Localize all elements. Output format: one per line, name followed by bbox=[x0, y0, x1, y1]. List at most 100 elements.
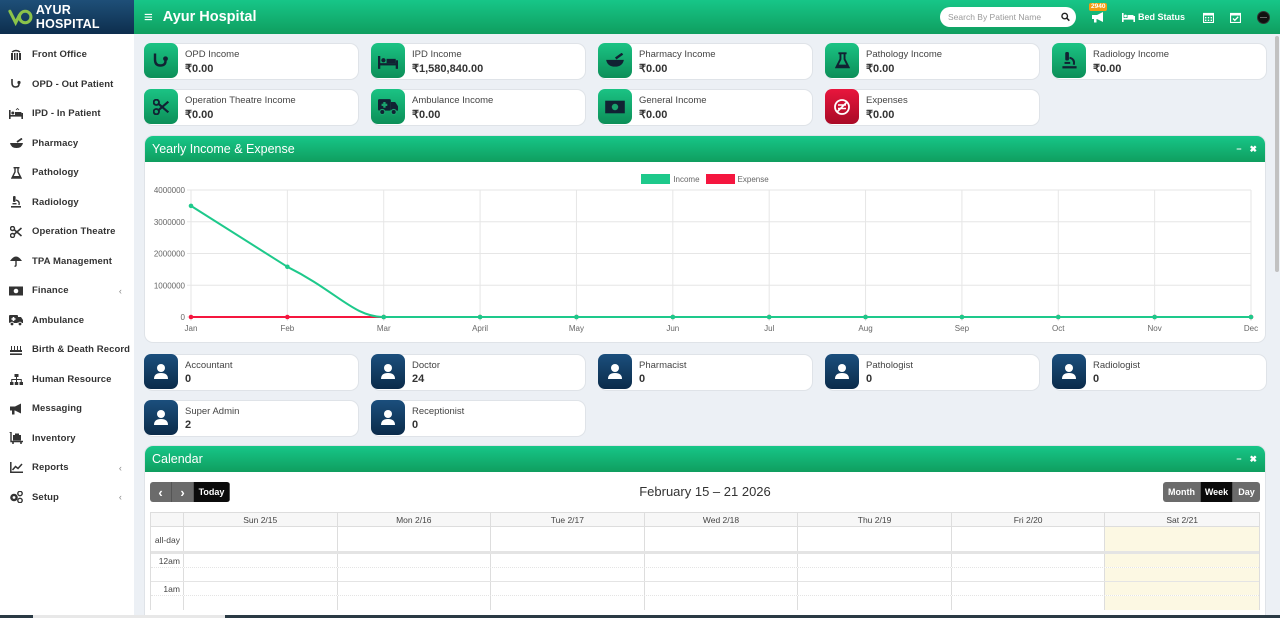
sidebar-item-opd[interactable]: OPD - Out Patient bbox=[0, 70, 134, 100]
income-card-general[interactable]: General Income ₹0.00 bbox=[598, 89, 812, 125]
time-slot-today[interactable] bbox=[1105, 568, 1259, 581]
sidebar-item-birth-death[interactable]: Birth & Death Record bbox=[0, 335, 134, 365]
time-slot[interactable] bbox=[798, 582, 952, 595]
day-header[interactable]: Tue 2/17 bbox=[491, 513, 645, 526]
time-slot[interactable] bbox=[338, 568, 492, 581]
time-slot[interactable] bbox=[338, 596, 492, 610]
staff-card-accountant[interactable]: Accountant 0 bbox=[144, 354, 358, 390]
user-avatar[interactable] bbox=[1257, 10, 1270, 24]
time-slot[interactable] bbox=[491, 596, 645, 610]
staff-card-super-admin[interactable]: Super Admin 2 bbox=[144, 400, 358, 436]
income-card-ipd[interactable]: IPD Income ₹1,580,840.00 bbox=[371, 43, 585, 79]
time-slot[interactable] bbox=[798, 568, 952, 581]
time-slot-today[interactable] bbox=[1105, 582, 1259, 595]
notification-button[interactable]: 2940 bbox=[1088, 3, 1108, 25]
sidebar-item-tpa-management[interactable]: TPA Management bbox=[0, 247, 134, 277]
time-slot[interactable] bbox=[184, 554, 338, 567]
today-button[interactable]: Today bbox=[194, 482, 230, 502]
all-day-slot-today[interactable] bbox=[1105, 527, 1259, 551]
all-day-slot[interactable] bbox=[645, 527, 799, 551]
day-header[interactable]: Mon 2/16 bbox=[338, 513, 492, 526]
staff-card-radiologist[interactable]: Radiologist 0 bbox=[1052, 354, 1266, 390]
income-card-opd[interactable]: OPD Income ₹0.00 bbox=[144, 43, 358, 79]
sidebar-item-finance[interactable]: Finance ‹ bbox=[0, 276, 134, 306]
scrollbar-thumb[interactable] bbox=[1275, 36, 1279, 272]
sidebar-item-human-resource[interactable]: Human Resource bbox=[0, 365, 134, 395]
time-slot[interactable] bbox=[952, 582, 1106, 595]
day-header[interactable]: Thu 2/19 bbox=[798, 513, 952, 526]
sidebar-item-operation-theatre[interactable]: Operation Theatre bbox=[0, 217, 134, 247]
time-slot-today[interactable] bbox=[1105, 554, 1259, 567]
time-slot[interactable] bbox=[491, 554, 645, 567]
brand-logo[interactable]: AYUR HOSPITAL bbox=[0, 0, 134, 34]
income-card-pathology[interactable]: Pathology Income ₹0.00 bbox=[825, 43, 1039, 79]
sidebar-item-front-office[interactable]: Front Office bbox=[0, 40, 134, 70]
time-slot[interactable] bbox=[952, 554, 1106, 567]
day-header[interactable]: Sat 2/21 bbox=[1166, 515, 1199, 525]
sidebar-item-inventory[interactable]: Inventory bbox=[0, 424, 134, 454]
time-slot[interactable] bbox=[952, 596, 1106, 610]
income-card-radiology[interactable]: Radiology Income ₹0.00 bbox=[1052, 43, 1266, 79]
hamburger-icon[interactable]: ≡ bbox=[144, 8, 153, 26]
legend-expense[interactable]: Expense bbox=[705, 174, 769, 184]
time-slot[interactable] bbox=[491, 568, 645, 581]
staff-card-receptionist[interactable]: Receptionist 0 bbox=[371, 400, 585, 436]
sidebar-item-pathology[interactable]: Pathology bbox=[0, 158, 134, 188]
next-week-button[interactable]: › bbox=[172, 482, 194, 502]
time-slot[interactable] bbox=[645, 568, 799, 581]
sidebar-item-radiology[interactable]: Radiology bbox=[0, 188, 134, 218]
day-header[interactable]: Sun 2/15 bbox=[184, 513, 338, 526]
time-slot[interactable] bbox=[338, 582, 492, 595]
time-slot[interactable] bbox=[645, 596, 799, 610]
sidebar-item-setup[interactable]: Setup ‹ bbox=[0, 483, 134, 513]
staff-card-doctor[interactable]: Doctor 24 bbox=[371, 354, 585, 390]
day-view-button[interactable]: Day bbox=[1233, 482, 1260, 502]
time-slot[interactable] bbox=[491, 582, 645, 595]
all-day-slot[interactable] bbox=[952, 527, 1106, 551]
all-day-slot[interactable] bbox=[184, 527, 338, 551]
minimize-icon[interactable]: − bbox=[1236, 454, 1242, 464]
time-slot[interactable] bbox=[184, 596, 338, 610]
calendar-icon[interactable] bbox=[1203, 12, 1214, 23]
page-scrollbar[interactable] bbox=[1274, 34, 1280, 618]
all-day-slot[interactable] bbox=[338, 527, 492, 551]
expense-card[interactable]: Expenses ₹0.00 bbox=[825, 89, 1039, 125]
time-slot[interactable] bbox=[184, 568, 338, 581]
income-card-operation-theatre[interactable]: Operation Theatre Income ₹0.00 bbox=[144, 89, 358, 125]
legend-income[interactable]: Income bbox=[641, 174, 700, 184]
search-input[interactable] bbox=[947, 12, 1061, 22]
time-slot-today[interactable] bbox=[1105, 596, 1259, 610]
day-header[interactable]: Wed 2/18 bbox=[645, 513, 799, 526]
staff-card-pathologist[interactable]: Pathologist 0 bbox=[825, 354, 1039, 390]
sidebar-item-ipd[interactable]: IPD - In Patient bbox=[0, 99, 134, 129]
all-day-slot[interactable] bbox=[491, 527, 645, 551]
week-view-button[interactable]: Week bbox=[1201, 482, 1233, 502]
money-icon bbox=[598, 89, 632, 124]
time-slot[interactable] bbox=[645, 582, 799, 595]
time-slot[interactable] bbox=[952, 568, 1106, 581]
income-card-ambulance[interactable]: Ambulance Income ₹0.00 bbox=[371, 89, 585, 125]
sidebar-item-messaging[interactable]: Messaging bbox=[0, 394, 134, 424]
sidebar-item-pharmacy[interactable]: Pharmacy bbox=[0, 129, 134, 159]
time-slot[interactable] bbox=[645, 554, 799, 567]
time-slot[interactable] bbox=[338, 554, 492, 567]
prev-week-button[interactable]: ‹ bbox=[150, 482, 172, 502]
time-slot[interactable] bbox=[798, 554, 952, 567]
sidebar-item-reports[interactable]: Reports ‹ bbox=[0, 453, 134, 483]
bed-status-button[interactable]: Bed Status bbox=[1121, 12, 1185, 22]
ambulance-icon bbox=[371, 89, 405, 124]
task-check-icon[interactable] bbox=[1230, 12, 1241, 23]
income-card-pharmacy[interactable]: Pharmacy Income ₹0.00 bbox=[598, 43, 812, 79]
taskbar-item[interactable] bbox=[33, 615, 225, 618]
minimize-icon[interactable]: − bbox=[1236, 144, 1242, 154]
search-icon[interactable] bbox=[1060, 12, 1070, 22]
close-icon[interactable]: ✖ bbox=[1249, 453, 1257, 464]
day-header[interactable]: Fri 2/20 bbox=[952, 513, 1106, 526]
sidebar-item-ambulance[interactable]: Ambulance bbox=[0, 306, 134, 336]
close-icon[interactable]: ✖ bbox=[1249, 143, 1257, 154]
month-view-button[interactable]: Month bbox=[1163, 482, 1201, 502]
staff-card-pharmacist[interactable]: Pharmacist 0 bbox=[598, 354, 812, 390]
time-slot[interactable] bbox=[184, 582, 338, 595]
all-day-slot[interactable] bbox=[798, 527, 952, 551]
time-slot[interactable] bbox=[798, 596, 952, 610]
